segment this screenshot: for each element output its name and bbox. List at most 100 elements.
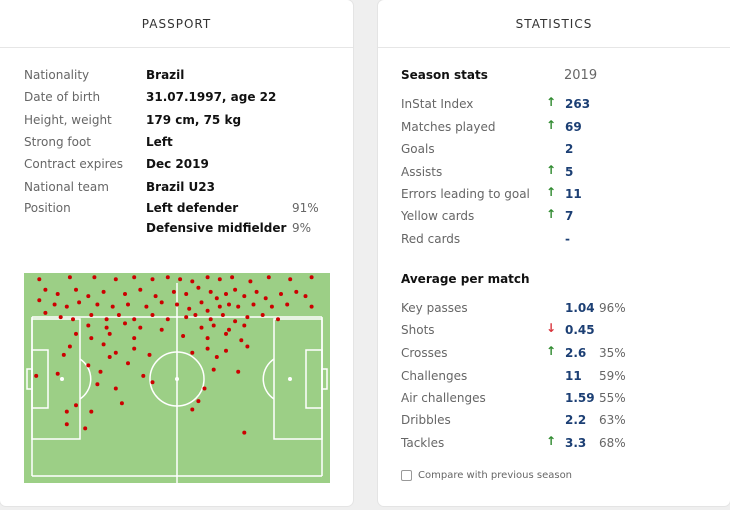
action-point [165, 317, 170, 322]
arrow-up-icon: ↑ [546, 95, 557, 109]
stat-label-errors-leading-to-goal: Errors leading to goal [401, 187, 530, 201]
action-point [214, 296, 219, 301]
passport-value-contract: Dec 2019 [146, 157, 209, 171]
action-point [230, 275, 235, 280]
action-point [132, 275, 137, 280]
action-point [285, 302, 290, 307]
action-point [251, 302, 256, 307]
action-point [89, 336, 94, 341]
action-point [104, 317, 109, 322]
avg-pct-tackles: 68% [599, 436, 626, 450]
statistics-title: STATISTICS [378, 0, 730, 48]
action-map-pitch [24, 273, 330, 483]
action-point [199, 300, 204, 305]
action-point [43, 310, 48, 315]
action-point [67, 275, 72, 280]
action-point [224, 292, 228, 296]
action-point [236, 304, 241, 309]
action-point [55, 292, 60, 296]
action-point [98, 369, 103, 374]
passport-label-position: Position [24, 201, 71, 215]
action-point [43, 287, 48, 292]
action-point [107, 331, 112, 336]
action-point [276, 317, 280, 322]
action-point [95, 302, 100, 307]
action-point [165, 275, 170, 280]
action-point [294, 289, 299, 294]
action-point [233, 287, 238, 292]
avg-label-shots: Shots [401, 323, 435, 337]
action-point [64, 409, 69, 414]
arrow-down-icon: ↓ [546, 321, 557, 335]
action-point [150, 313, 155, 317]
action-point [58, 315, 63, 320]
stat-value-instat-index: 263 [565, 97, 591, 111]
action-point [123, 321, 127, 326]
action-point [288, 277, 293, 282]
action-point [184, 315, 189, 320]
action-point [220, 313, 225, 317]
action-point [116, 313, 121, 317]
action-point [245, 315, 250, 320]
season-stats-heading: Season stats [401, 68, 488, 82]
action-point [214, 355, 219, 359]
avg-label-key-passes: Key passes [401, 301, 468, 315]
action-point [119, 401, 124, 406]
passport-value-nationality: Brazil [146, 68, 185, 82]
stat-label-yellow-cards: Yellow cards [401, 209, 475, 223]
action-point [248, 279, 253, 284]
passport-value-dob: 31.07.1997, age 22 [146, 90, 277, 104]
pitch-center-circle [149, 351, 205, 407]
action-point [123, 292, 127, 296]
action-point [303, 294, 308, 299]
action-point [269, 304, 274, 309]
action-point [211, 367, 216, 372]
passport-label-dob: Date of birth [24, 90, 101, 104]
action-point [74, 331, 78, 336]
action-point [205, 346, 210, 351]
pitch-goal-left [26, 368, 33, 390]
action-point [113, 277, 118, 282]
avg-value-tackles: 3.3 [565, 436, 587, 450]
pitch-center-spot [175, 377, 179, 381]
action-point [205, 336, 210, 341]
action-point [138, 287, 143, 292]
action-point [227, 302, 231, 307]
stat-value-matches-played: 69 [565, 120, 582, 134]
action-point [242, 294, 247, 299]
avg-label-tackles: Tackles [401, 436, 445, 450]
action-point [208, 317, 213, 322]
action-point [309, 275, 314, 280]
action-point [190, 279, 195, 284]
action-point [147, 352, 152, 357]
action-point [260, 313, 265, 317]
action-point [101, 289, 106, 294]
avg-pct-challenges: 59% [599, 369, 626, 383]
stat-value-errors-leading-to-goal: 11 [565, 187, 582, 201]
action-point [153, 294, 158, 299]
action-point [245, 344, 250, 349]
stat-value-yellow-cards: 7 [565, 209, 574, 223]
action-point [254, 289, 259, 294]
stat-label-red-cards: Red cards [401, 232, 461, 246]
compare-checkbox[interactable] [401, 470, 412, 481]
action-point [64, 304, 69, 309]
action-point [187, 306, 192, 311]
action-point [86, 294, 91, 299]
action-point [144, 304, 149, 309]
action-point [181, 334, 186, 338]
stat-value-assists: 5 [565, 165, 574, 179]
action-point [74, 403, 78, 408]
action-point [89, 409, 94, 414]
action-point [55, 371, 60, 376]
action-point [205, 275, 210, 280]
arrow-up-icon: ↑ [546, 434, 557, 448]
compare-label[interactable]: Compare with previous season [418, 470, 573, 481]
action-point [101, 342, 106, 347]
avg-pct-crosses: 35% [599, 346, 626, 360]
action-point [224, 331, 228, 336]
action-point [196, 399, 201, 404]
action-points [34, 275, 314, 435]
action-point [309, 304, 314, 309]
action-point [113, 350, 118, 355]
